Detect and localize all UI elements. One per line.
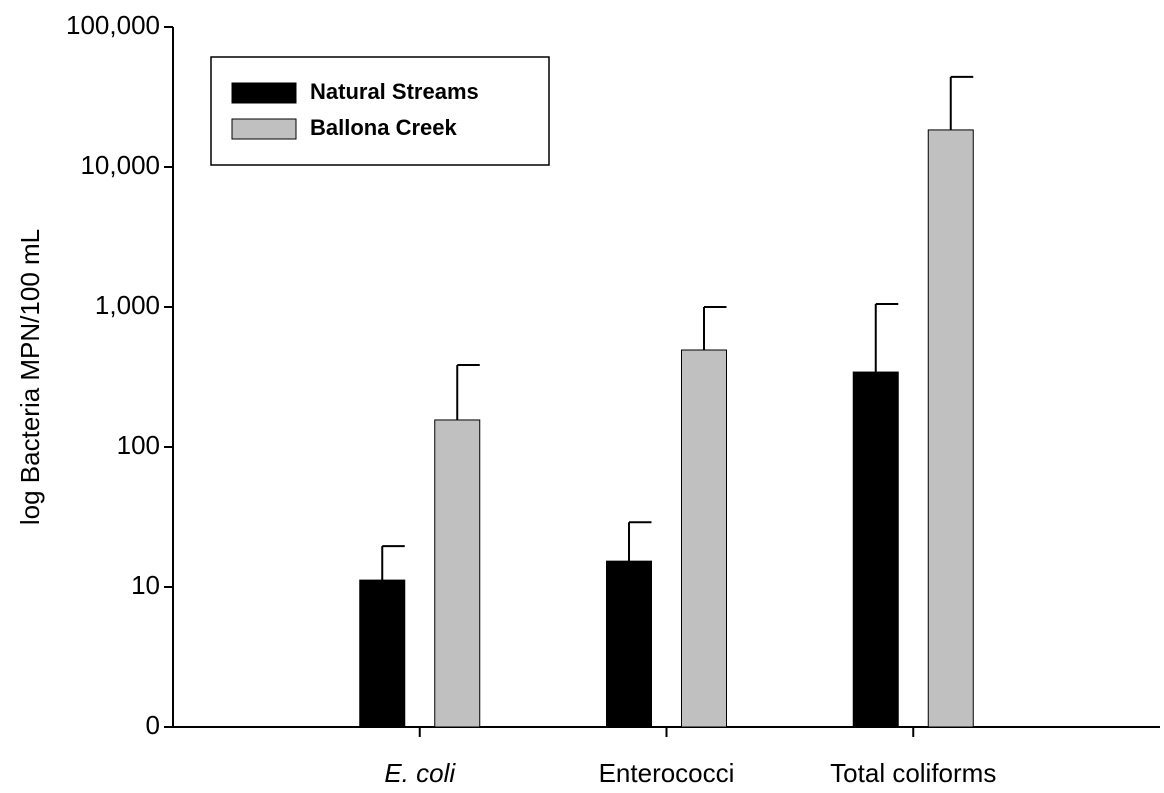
y-tick-label: 100 — [117, 430, 160, 460]
bar — [852, 371, 899, 728]
x-tick-label: Enterococci — [599, 758, 735, 788]
bar — [434, 419, 481, 728]
legend-swatch — [231, 118, 297, 140]
y-axis-label: log Bacteria MPN/100 mL — [15, 229, 45, 525]
y-tick-label: 0 — [146, 710, 160, 740]
legend-swatch — [231, 82, 297, 104]
y-tick-label: 100,000 — [66, 10, 160, 40]
legend-label: Ballona Creek — [310, 115, 457, 140]
y-tick-label: 10,000 — [80, 150, 160, 180]
bar — [359, 579, 406, 728]
bar — [681, 349, 727, 728]
y-tick-label: 1,000 — [95, 290, 160, 320]
legend-box — [210, 56, 550, 166]
legend-label: Natural Streams — [310, 79, 479, 104]
bar — [606, 560, 652, 728]
bar — [927, 129, 974, 728]
x-tick-label: Total coliforms — [830, 758, 996, 788]
y-tick-label: 10 — [131, 570, 160, 600]
x-tick-label: E. coli — [384, 758, 456, 788]
